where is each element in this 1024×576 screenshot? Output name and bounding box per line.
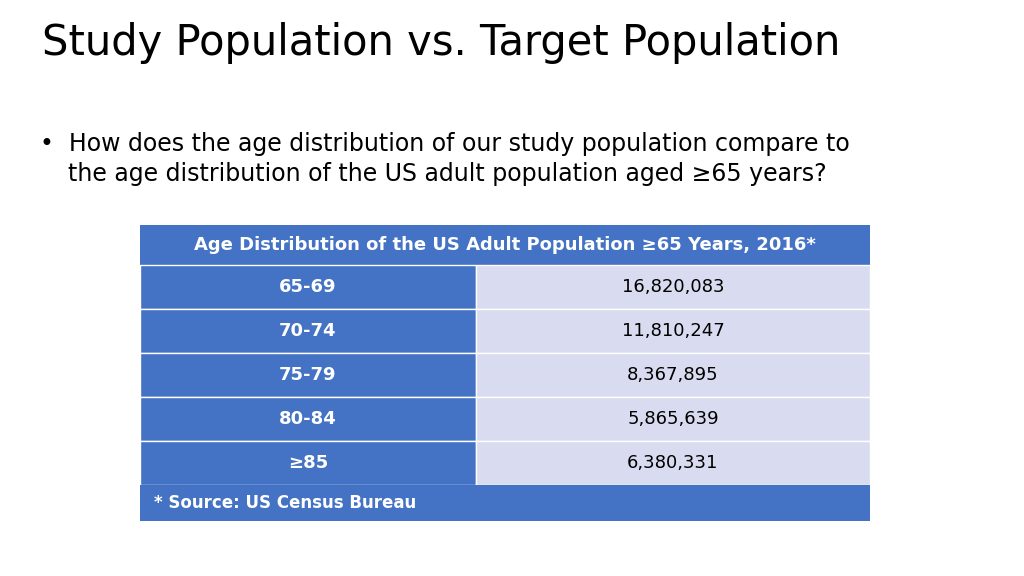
FancyBboxPatch shape: [476, 441, 870, 485]
FancyBboxPatch shape: [140, 485, 870, 521]
Text: 75-79: 75-79: [280, 366, 337, 384]
FancyBboxPatch shape: [476, 397, 870, 441]
FancyBboxPatch shape: [140, 441, 476, 485]
Text: 5,865,639: 5,865,639: [627, 410, 719, 428]
FancyBboxPatch shape: [140, 309, 476, 353]
Text: ≥85: ≥85: [288, 454, 328, 472]
Text: 16,820,083: 16,820,083: [622, 278, 724, 296]
FancyBboxPatch shape: [476, 265, 870, 309]
Text: 8,367,895: 8,367,895: [627, 366, 719, 384]
FancyBboxPatch shape: [140, 265, 476, 309]
FancyBboxPatch shape: [476, 309, 870, 353]
Text: 65-69: 65-69: [280, 278, 337, 296]
Text: Study Population vs. Target Population: Study Population vs. Target Population: [42, 22, 841, 64]
FancyBboxPatch shape: [476, 353, 870, 397]
FancyBboxPatch shape: [140, 397, 476, 441]
FancyBboxPatch shape: [140, 353, 476, 397]
Text: 6,380,331: 6,380,331: [628, 454, 719, 472]
FancyBboxPatch shape: [140, 225, 870, 265]
Text: 80-84: 80-84: [279, 410, 337, 428]
Text: 11,810,247: 11,810,247: [622, 322, 724, 340]
Text: 70-74: 70-74: [280, 322, 337, 340]
Text: Age Distribution of the US Adult Population ≥65 Years, 2016*: Age Distribution of the US Adult Populat…: [195, 236, 816, 254]
Text: * Source: US Census Bureau: * Source: US Census Bureau: [154, 494, 416, 512]
Text: the age distribution of the US adult population aged ≥65 years?: the age distribution of the US adult pop…: [68, 162, 826, 186]
Text: •  How does the age distribution of our study population compare to: • How does the age distribution of our s…: [40, 132, 850, 156]
